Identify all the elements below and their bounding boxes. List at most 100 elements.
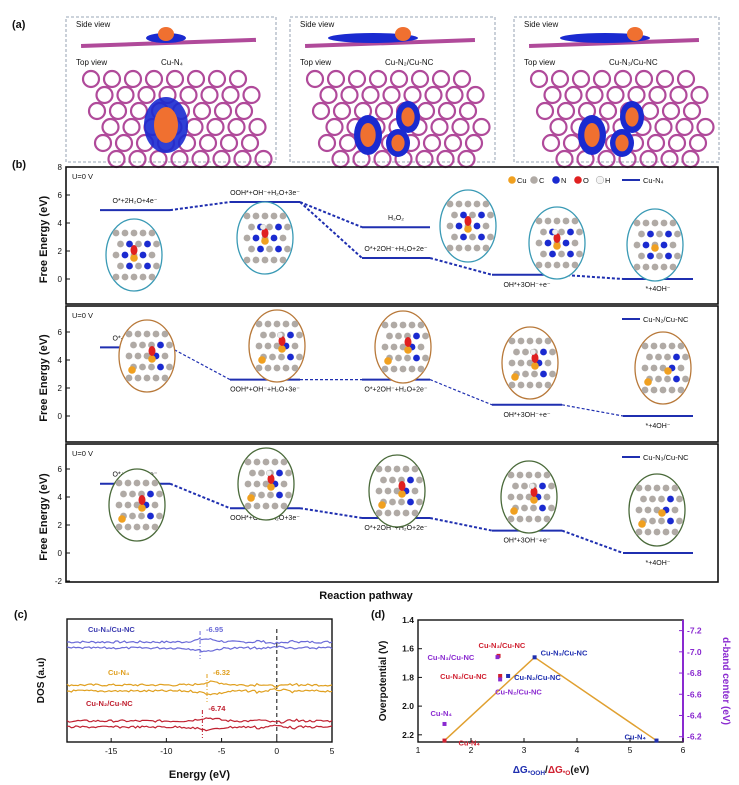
carbon-atom	[416, 476, 423, 484]
energy-subplot: 6 4 2 0 U=0 V Free Energy (eV) Cu-N₂/Cu-NC O*+2…	[38, 305, 719, 443]
data-point-label: Cu-N₃/Cu-NC	[428, 653, 475, 662]
carbon-atom	[669, 263, 677, 271]
nitrogen-atom	[562, 239, 570, 247]
carbon-atom	[112, 251, 120, 259]
carbon-atom	[640, 495, 647, 503]
side-view-label: Side view	[524, 20, 558, 29]
y2-tick-label: -7.2	[687, 626, 702, 636]
step-connector	[561, 529, 624, 554]
x-axis-label: Reaction pathway	[319, 590, 413, 602]
lattice-ring	[382, 85, 401, 105]
adsorbate-structure-inset	[500, 460, 558, 534]
plot-frame	[65, 166, 719, 305]
d-band-center-label: -6.95	[206, 625, 223, 634]
copper-atom	[651, 244, 659, 252]
lattice-ring	[221, 85, 240, 105]
y-tick-label: 4	[58, 356, 63, 365]
carbon-atom	[266, 245, 273, 253]
copper-atom	[278, 345, 286, 353]
nitrogen-atom	[478, 233, 485, 241]
carbon-atom	[258, 469, 265, 477]
carbon-atom	[644, 484, 652, 492]
carbon-atom	[284, 223, 291, 231]
copper-atom	[118, 515, 126, 523]
carbon-atom	[244, 458, 252, 466]
adsorbate-structure-inset	[108, 468, 166, 542]
carbon-atom	[508, 381, 516, 389]
carbon-atom	[411, 465, 419, 473]
y-tick-label: 4	[58, 219, 63, 228]
lattice-ring	[144, 69, 164, 89]
nitrogen-atom	[673, 353, 680, 361]
carbon-atom	[633, 219, 641, 227]
carbon-atom	[650, 386, 658, 394]
carbon-atom	[411, 487, 419, 495]
carbon-atom	[124, 479, 132, 487]
lattice-ring	[347, 69, 367, 89]
carbon-atom	[124, 501, 132, 509]
oxygen-atom	[148, 346, 156, 356]
carbon-atom	[402, 465, 410, 473]
legend-atom-o	[574, 176, 582, 184]
carbon-atom	[525, 515, 533, 523]
carbon-atom	[143, 374, 151, 382]
carbon-atom	[544, 359, 552, 367]
lattice-ring	[472, 117, 491, 137]
carbon-atom	[390, 343, 398, 351]
legend-atom-label: H	[605, 176, 610, 185]
carbon-atom	[134, 330, 142, 338]
lattice-ring	[655, 69, 675, 89]
copper-atom	[510, 507, 518, 515]
carbon-atom	[291, 364, 299, 372]
carbon-atom	[244, 480, 252, 488]
carbon-atom	[152, 330, 160, 338]
carbon-atom	[548, 504, 555, 512]
lattice-ring	[116, 85, 135, 105]
carbon-atom	[526, 381, 534, 389]
x-tick-label: 1	[416, 745, 421, 755]
carbon-atom	[473, 244, 481, 252]
carbon-atom	[558, 250, 565, 258]
carbon-atom	[676, 517, 683, 525]
carbon-atom	[153, 240, 160, 248]
carbon-atom	[151, 523, 159, 531]
carbon-atom	[262, 458, 270, 466]
carbon-atom	[543, 493, 551, 501]
dos-plot: -15 -10 -5 0 5 Energy (eV) DOS (a.u) -6.95 -6.32…	[36, 618, 335, 781]
carbon-atom	[269, 353, 276, 361]
lattice-ring	[319, 85, 338, 105]
y-tick-label: 6	[58, 328, 63, 337]
carbon-atom	[296, 331, 303, 339]
dos-curve	[66, 724, 333, 732]
carbon-atom	[375, 509, 383, 517]
carbon-atom	[243, 212, 251, 220]
carbon-atom	[487, 211, 494, 219]
carbon-atom	[455, 244, 463, 252]
carbon-atom	[134, 352, 142, 360]
data-point-label: Cu-N₂/Cu-NC	[514, 673, 561, 682]
carbon-atom	[662, 484, 670, 492]
nitrogen-atom	[539, 504, 546, 512]
step-label: O*+2OH⁻+H₂O+2e⁻	[364, 246, 428, 253]
copper-atom	[664, 367, 672, 375]
carbon-atom	[473, 200, 481, 208]
lattice-ring	[373, 149, 392, 169]
carbon-atom	[677, 342, 685, 350]
x-axis-label-part: /	[545, 765, 548, 776]
legend-atom-label: C	[539, 176, 545, 185]
carbon-atom	[540, 250, 547, 258]
carbon-atom	[517, 359, 525, 367]
lattice-ring	[669, 85, 688, 105]
plot-frame	[65, 305, 719, 443]
lattice-ring	[634, 69, 654, 89]
data-point-label: Cu-N₃/Cu-NC	[479, 641, 526, 650]
oxygen-atom	[553, 233, 561, 243]
carbon-atom	[270, 256, 278, 264]
carbon-atom	[562, 217, 570, 225]
oxygen-atom	[261, 228, 269, 238]
lattice-ring	[415, 149, 434, 169]
y-tick-label: 1.4	[402, 615, 414, 625]
y-tick-label: 2	[58, 384, 63, 393]
x-tick-label: 4	[575, 745, 580, 755]
lattice-ring	[305, 69, 325, 89]
